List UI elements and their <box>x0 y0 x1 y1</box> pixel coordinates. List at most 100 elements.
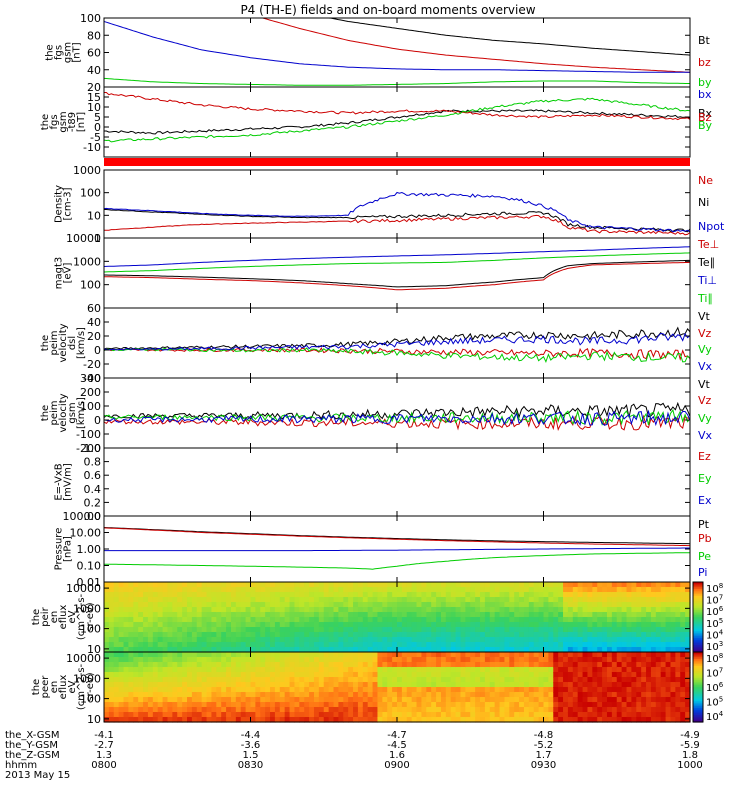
spectrogram-cell <box>436 717 442 723</box>
spectrogram-cell <box>431 632 437 638</box>
colorbar-cell <box>693 706 703 709</box>
spectrogram-cell <box>377 602 383 608</box>
spectrogram-cell <box>260 657 266 663</box>
spectrogram-cell <box>567 692 574 698</box>
spectrogram-cell <box>123 687 130 693</box>
spectrogram-cell <box>494 647 501 653</box>
spectrogram-cell <box>670 662 676 668</box>
spectrogram-cell <box>167 692 173 698</box>
spectrogram-cell <box>650 582 657 588</box>
spectrogram-cell <box>211 587 217 593</box>
spectrogram-cell <box>450 597 457 603</box>
spectrogram-cell <box>626 677 632 683</box>
spectrogram-cell <box>157 647 164 653</box>
spectrogram-cell <box>597 692 603 698</box>
spectrogram-cell <box>240 597 247 603</box>
spectrogram-cell <box>367 677 374 683</box>
spectrogram-cell <box>455 717 462 723</box>
spectrogram-cell <box>553 652 559 658</box>
spectrogram-cell <box>235 652 242 658</box>
spectrogram-cell <box>357 652 364 658</box>
spectrogram-cell <box>143 627 149 633</box>
spectrogram-cell <box>455 617 462 623</box>
spectrogram-cell <box>182 682 188 688</box>
spectrogram-cell <box>440 637 447 643</box>
spectrogram-cell <box>138 637 144 643</box>
spectrogram-cell <box>157 697 164 703</box>
spectrogram-cell <box>602 672 608 678</box>
spectrogram-cell <box>499 712 506 718</box>
spectrogram-cell <box>133 597 139 603</box>
spectrogram-cell <box>299 622 305 628</box>
spectrogram-cell <box>250 597 256 603</box>
spectrogram-cell <box>143 652 149 658</box>
spectrogram-cell <box>206 597 213 603</box>
spectrogram-cell <box>509 617 515 623</box>
spectrogram-cell <box>636 672 642 678</box>
spectrogram-cell <box>201 687 208 693</box>
y-tick-label: 300 <box>80 372 101 385</box>
spectrogram-cell <box>245 582 252 588</box>
spectrogram-cell <box>108 707 115 713</box>
spectrogram-cell <box>128 607 134 613</box>
spectrogram-cell <box>133 692 139 698</box>
spectrogram-cell <box>480 612 486 618</box>
spectrogram-cell <box>533 642 540 648</box>
spectrogram-cell <box>216 672 222 678</box>
spectrogram-cell <box>489 682 496 688</box>
spectrogram-cell <box>289 687 296 693</box>
spectrogram-cell <box>567 667 574 673</box>
spectrogram-cell <box>147 647 154 653</box>
spectrogram-cell <box>147 587 154 593</box>
spectrogram-cell <box>143 637 149 643</box>
spectrogram-cell <box>274 657 281 663</box>
spectrogram-cell <box>299 697 305 703</box>
spectrogram-cell <box>509 632 515 638</box>
spectrogram-cell <box>426 607 432 613</box>
spectrogram-cell <box>514 677 520 683</box>
spectrogram-cell <box>519 652 525 658</box>
spectrogram-cell <box>382 702 388 708</box>
spectrogram-cell <box>602 657 608 663</box>
spectrogram-cell <box>665 622 672 628</box>
spectrogram-cell <box>660 667 667 673</box>
spectrogram-cell <box>548 602 554 608</box>
spectrogram-cell <box>528 662 535 668</box>
spectrogram-cell <box>338 582 344 588</box>
spectrogram-cell <box>392 677 398 683</box>
spectrogram-cell <box>323 662 330 668</box>
y-axis-label-line: sr-eV) <box>85 672 96 701</box>
spectrogram-cell <box>616 657 623 663</box>
spectrogram-cell <box>162 657 169 663</box>
spectrogram-cell <box>157 692 164 698</box>
spectrogram-cell <box>387 582 393 588</box>
spectrogram-cell <box>631 612 637 618</box>
spectrogram-cell <box>636 702 642 708</box>
spectrogram-cell <box>543 647 549 653</box>
spectrogram-cell <box>240 677 247 683</box>
spectrogram-cell <box>182 627 188 633</box>
spectrogram-cell <box>274 632 281 638</box>
spectrogram-cell <box>660 712 667 718</box>
spectrogram-cell <box>279 607 286 613</box>
spectrogram-cell <box>611 622 618 628</box>
spectrogram-cell <box>685 652 691 658</box>
spectrogram-cell <box>602 687 608 693</box>
spectrogram-cell <box>636 597 642 603</box>
spectrogram-cell <box>499 637 506 643</box>
spectrogram-cell <box>274 707 281 713</box>
spectrogram-cell <box>196 682 203 688</box>
spectrogram-cell <box>553 702 559 708</box>
spectrogram-cell <box>318 612 325 618</box>
spectrogram-cell <box>484 677 491 683</box>
y-tick-label: -20 <box>83 358 101 371</box>
spectrogram-cell <box>348 672 354 678</box>
spectrogram-cell <box>138 612 144 618</box>
spectrogram-cell <box>450 657 457 663</box>
spectrogram-cell <box>152 627 159 633</box>
spectrogram-cell <box>480 622 486 628</box>
spectrogram-cell <box>636 617 642 623</box>
spectrogram-cell <box>685 592 691 598</box>
spectrogram-cell <box>494 657 501 663</box>
